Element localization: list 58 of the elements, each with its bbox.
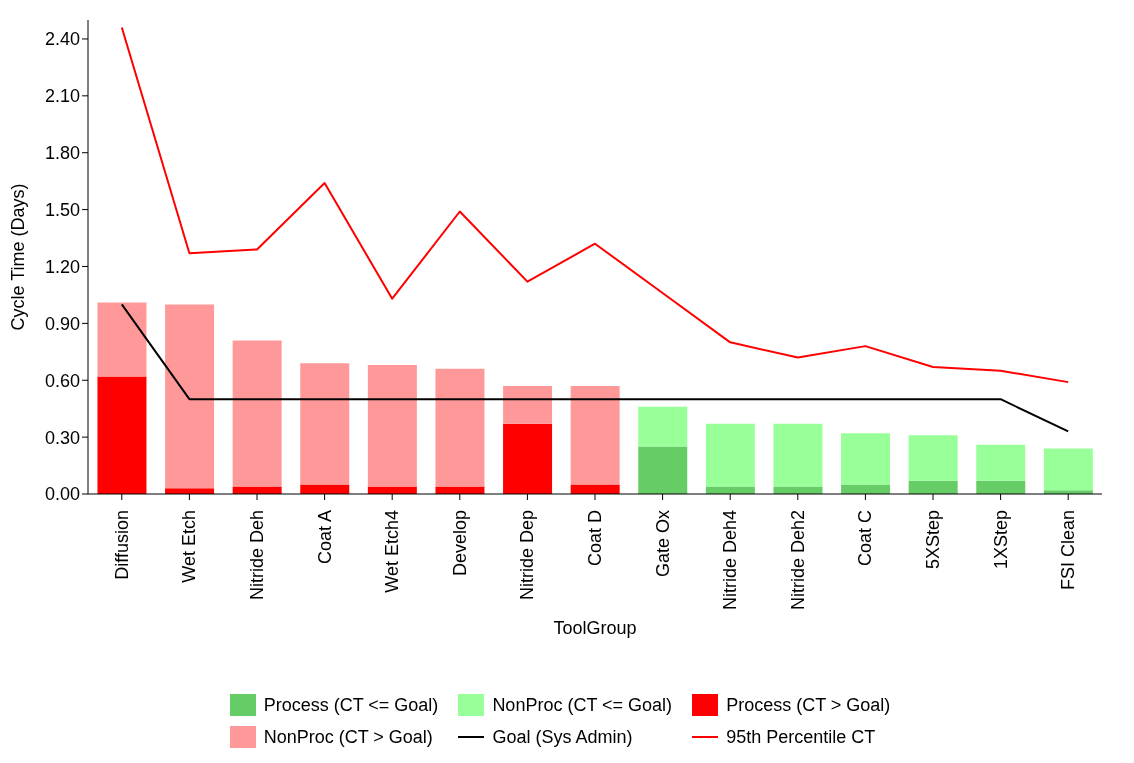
x-tick-label: Diffusion xyxy=(111,510,132,580)
x-tick-label: Gate Ox xyxy=(652,510,673,578)
x-tick-label: Wet Etch4 xyxy=(382,510,403,593)
x-tick-label: 5XStep xyxy=(923,510,943,570)
x-tick-label: Nitride Deh2 xyxy=(787,510,808,611)
bar xyxy=(435,486,485,494)
bar xyxy=(1043,448,1093,491)
y-tick-label: 1.50 xyxy=(44,199,80,220)
bar xyxy=(367,365,417,487)
y-tick-label: 2.10 xyxy=(44,86,80,107)
bar xyxy=(232,340,282,487)
bar xyxy=(165,304,215,489)
bar xyxy=(705,423,755,487)
bar xyxy=(773,423,823,487)
x-tick-label: FSI Clean xyxy=(1058,510,1079,591)
legend-label: 95th Percentile CT xyxy=(726,726,876,748)
bar xyxy=(976,480,1026,494)
x-tick-label: Coat D xyxy=(585,510,605,567)
x-tick-label: Coat C xyxy=(855,510,876,567)
bar xyxy=(638,446,688,494)
x-tick-label: 1XStep xyxy=(990,510,1011,570)
legend-label: Process (CT <= Goal) xyxy=(263,694,439,716)
bar xyxy=(908,480,958,494)
x-tick-label: Nitride Dep xyxy=(517,510,538,601)
x-tick-label: Develop xyxy=(449,510,470,577)
bar xyxy=(570,385,620,485)
y-tick-label: 1.80 xyxy=(44,143,80,164)
bar xyxy=(97,302,147,377)
y-tick-label: 0.00 xyxy=(44,484,80,505)
bar xyxy=(232,486,282,494)
y-tick-label: 1.20 xyxy=(44,256,80,277)
bar xyxy=(773,486,823,494)
bar xyxy=(503,385,553,424)
bar xyxy=(705,486,755,494)
legend-label: NonProc (CT <= Goal) xyxy=(492,694,673,716)
bar xyxy=(638,406,688,447)
bar xyxy=(841,433,891,485)
y-axis-title: Cycle Time (Days) xyxy=(8,183,29,331)
x-tick-label: Coat A xyxy=(314,510,335,565)
bar xyxy=(300,363,350,485)
bar xyxy=(503,423,553,494)
line-series xyxy=(120,26,1070,384)
legend-label: Goal (Sys Admin) xyxy=(492,726,633,748)
legend-label: NonProc (CT > Goal) xyxy=(263,726,433,748)
y-tick-label: 0.30 xyxy=(44,427,80,448)
y-tick-label: 0.90 xyxy=(44,313,80,334)
bar xyxy=(908,435,958,481)
legend-label: Process (CT > Goal) xyxy=(726,694,891,716)
x-axis-title: ToolGroup xyxy=(553,618,637,638)
bar xyxy=(976,444,1026,481)
bar xyxy=(97,376,147,494)
x-tick-label: Nitride Deh4 xyxy=(720,510,741,611)
bar xyxy=(367,486,417,494)
x-tick-label: Nitride Deh xyxy=(247,510,267,601)
x-tick-label: Wet Etch xyxy=(179,510,200,583)
bar xyxy=(435,368,485,487)
y-tick-label: 2.40 xyxy=(44,29,80,50)
y-tick-label: 0.60 xyxy=(44,370,80,391)
